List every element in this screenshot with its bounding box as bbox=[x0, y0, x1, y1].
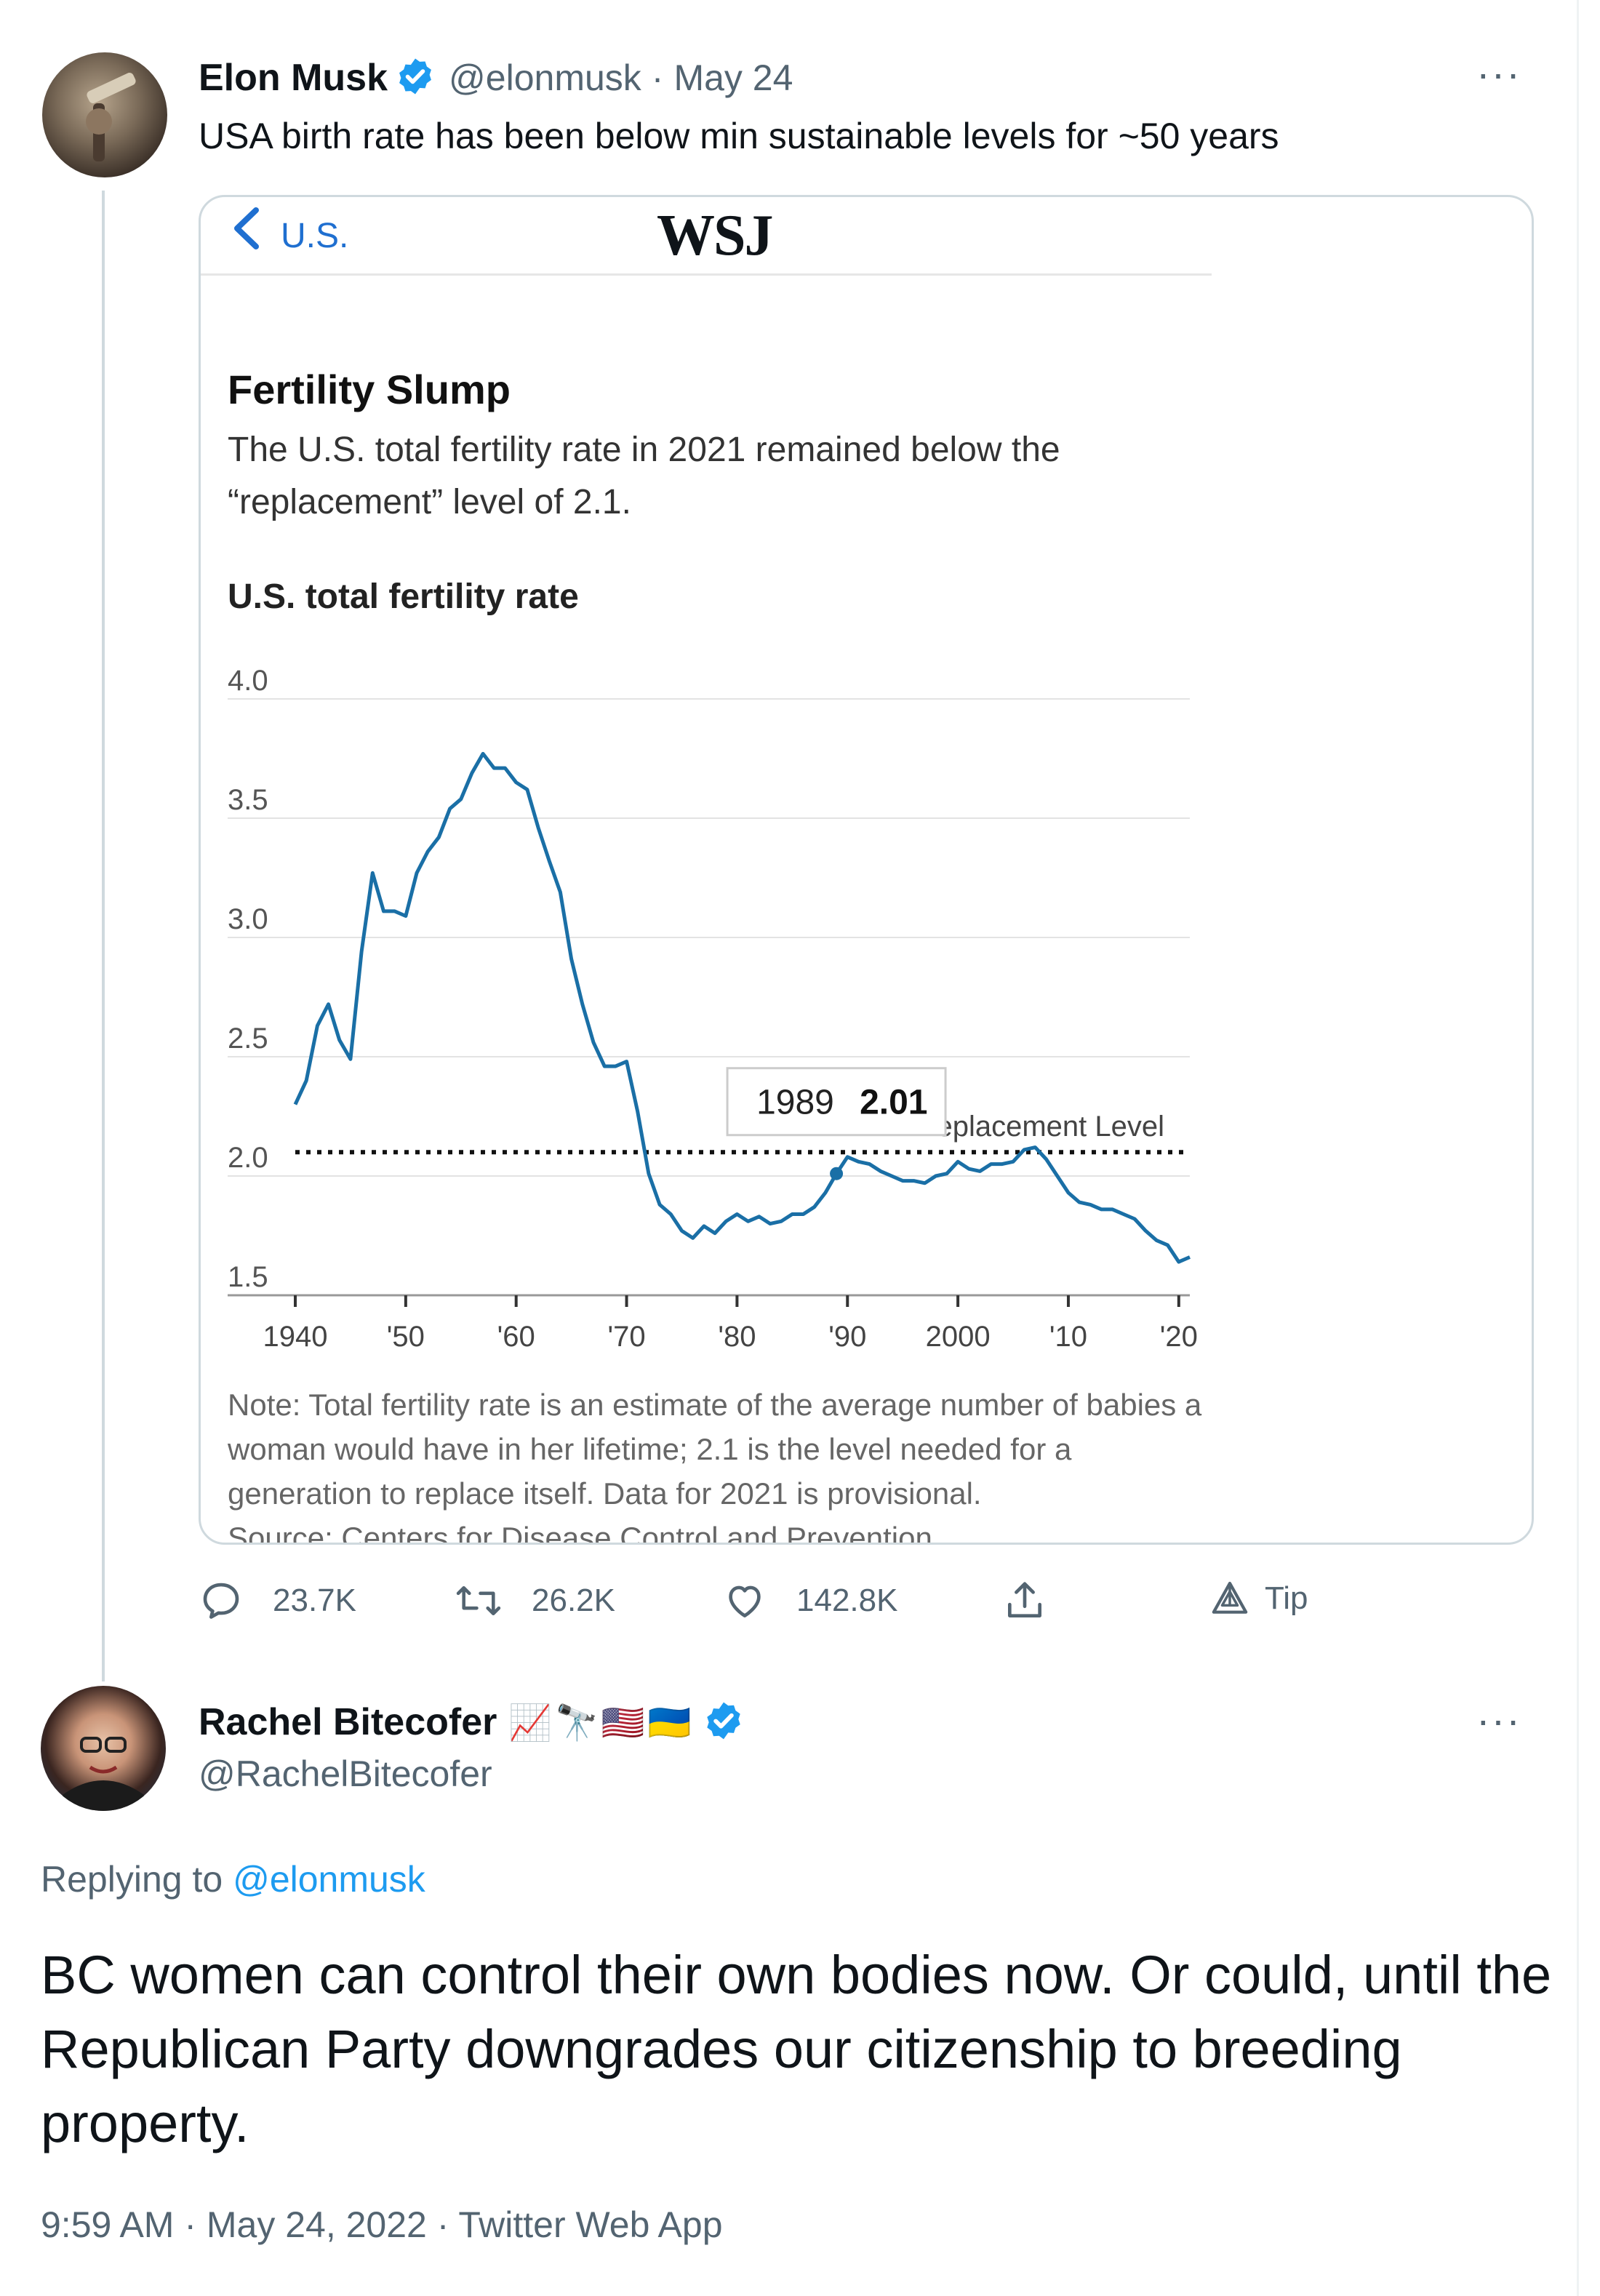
x-tick-label: '50 bbox=[387, 1321, 425, 1353]
tip-button[interactable]: Tip bbox=[1209, 1578, 1308, 1619]
author-handle[interactable]: @elonmusk bbox=[449, 57, 641, 98]
more-options-icon[interactable]: ··· bbox=[1476, 50, 1521, 96]
timeline-right-border bbox=[1577, 0, 1579, 2296]
tweet-timestamp[interactable]: 9:59 AM · May 24, 2022 · Twitter Web App bbox=[41, 2204, 723, 2245]
y-tick-label: 3.5 bbox=[228, 784, 268, 816]
source-text: Source: Centers for Disease Control and … bbox=[228, 1521, 932, 1545]
x-tick-label: '60 bbox=[497, 1321, 535, 1353]
x-tick-label: 2000 bbox=[926, 1321, 991, 1353]
separator-dot: · bbox=[651, 57, 664, 98]
replying-to: Replying to @elonmusk bbox=[41, 1858, 425, 1900]
avatar-image-icon bbox=[63, 1737, 144, 1811]
x-tick-label: '80 bbox=[718, 1321, 756, 1353]
tooltip-year: 1989 bbox=[756, 1084, 834, 1122]
share-icon bbox=[1008, 1582, 1041, 1617]
like-count: 142.8K bbox=[796, 1583, 898, 1618]
rachel-avatar[interactable] bbox=[41, 1686, 166, 1811]
tweet-actions: 23.7K 26.2K 142.8K Tip bbox=[199, 1578, 1362, 1629]
y-tick-label: 3.0 bbox=[228, 903, 268, 935]
fertility-chart: 4.0 3.5 3.0 2.5 2.0 1.5 1940 '50 '60 '70 '80 '90 20… bbox=[228, 665, 1198, 1353]
tooltip-point bbox=[830, 1167, 844, 1180]
wsj-header-bar: U.S. WSJ bbox=[201, 197, 1212, 276]
like-button[interactable]: 142.8K bbox=[722, 1578, 897, 1623]
note-text: Note: Total fertility rate is an estimat… bbox=[228, 1388, 1202, 1511]
retweet-button[interactable]: 26.2K bbox=[455, 1578, 615, 1623]
verified-badge-icon bbox=[703, 1700, 745, 1745]
x-tick-label: '10 bbox=[1049, 1321, 1087, 1353]
media-card[interactable]: U.S. WSJ Fertility Slump The U.S. total … bbox=[199, 195, 1534, 1545]
reply-icon bbox=[203, 1583, 239, 1619]
y-tick-label: 2.0 bbox=[228, 1142, 268, 1174]
y-tick-label: 4.0 bbox=[228, 665, 268, 697]
elon-avatar[interactable] bbox=[42, 52, 167, 177]
retweet-icon bbox=[456, 1585, 501, 1616]
chart-note: Note: Total fertility rate is an estimat… bbox=[228, 1383, 1217, 1545]
tip-label: Tip bbox=[1265, 1580, 1308, 1616]
reply-count: 23.7K bbox=[273, 1583, 356, 1618]
thread-connector-line bbox=[102, 191, 105, 1681]
y-tick-label: 2.5 bbox=[228, 1023, 268, 1055]
x-tick-label: '70 bbox=[607, 1321, 645, 1353]
more-options-icon[interactable]: ··· bbox=[1476, 1697, 1521, 1743]
chart-subtitle: The U.S. total fertility rate in 2021 re… bbox=[228, 431, 1060, 521]
share-button[interactable] bbox=[1002, 1578, 1076, 1623]
x-tick-label: '90 bbox=[828, 1321, 866, 1353]
tweet-text: USA birth rate has been below min sustai… bbox=[199, 116, 1279, 156]
reply-tweet-header: Rachel Bitecofer 📈🔭🇺🇸🇺🇦 bbox=[199, 1696, 745, 1748]
replying-to-handle-link[interactable]: @elonmusk bbox=[233, 1859, 425, 1900]
chart-label: U.S. total fertility rate bbox=[228, 577, 579, 616]
original-tweet-header: Elon Musk @elonmusk · May 24 bbox=[199, 52, 793, 103]
fertility-rate-line bbox=[293, 751, 1191, 1264]
chart-headline: Fertility Slump bbox=[228, 367, 511, 412]
verified-badge-icon bbox=[395, 56, 436, 100]
reply-author-name[interactable]: Rachel Bitecofer bbox=[199, 1701, 497, 1743]
replying-to-prefix: Replying to bbox=[41, 1859, 223, 1900]
author-name[interactable]: Elon Musk bbox=[199, 57, 388, 99]
x-tick-label: 1940 bbox=[263, 1321, 328, 1353]
reply-author-handle[interactable]: @RachelBitecofer bbox=[199, 1753, 492, 1794]
wsj-logo: WSJ bbox=[657, 204, 773, 268]
tweet-date[interactable]: May 24 bbox=[673, 57, 793, 98]
reply-tweet-text: BC women can control their own bodies no… bbox=[41, 1945, 1552, 2153]
x-tick-label: '20 bbox=[1160, 1321, 1198, 1353]
chevron-left-icon[interactable] bbox=[230, 206, 262, 260]
avatar-image-icon bbox=[86, 73, 136, 161]
section-link[interactable]: U.S. bbox=[281, 217, 349, 255]
tooltip: 1989 2.01 bbox=[726, 1067, 947, 1180]
reply-button[interactable]: 23.7K bbox=[199, 1578, 356, 1623]
y-tick-label: 1.5 bbox=[228, 1261, 268, 1293]
author-emojis: 📈🔭🇺🇸🇺🇦 bbox=[508, 1703, 695, 1743]
tip-icon bbox=[1212, 1581, 1248, 1614]
heart-icon bbox=[729, 1585, 761, 1617]
retweet-count: 26.2K bbox=[532, 1583, 615, 1618]
tooltip-value: 2.01 bbox=[860, 1084, 927, 1122]
